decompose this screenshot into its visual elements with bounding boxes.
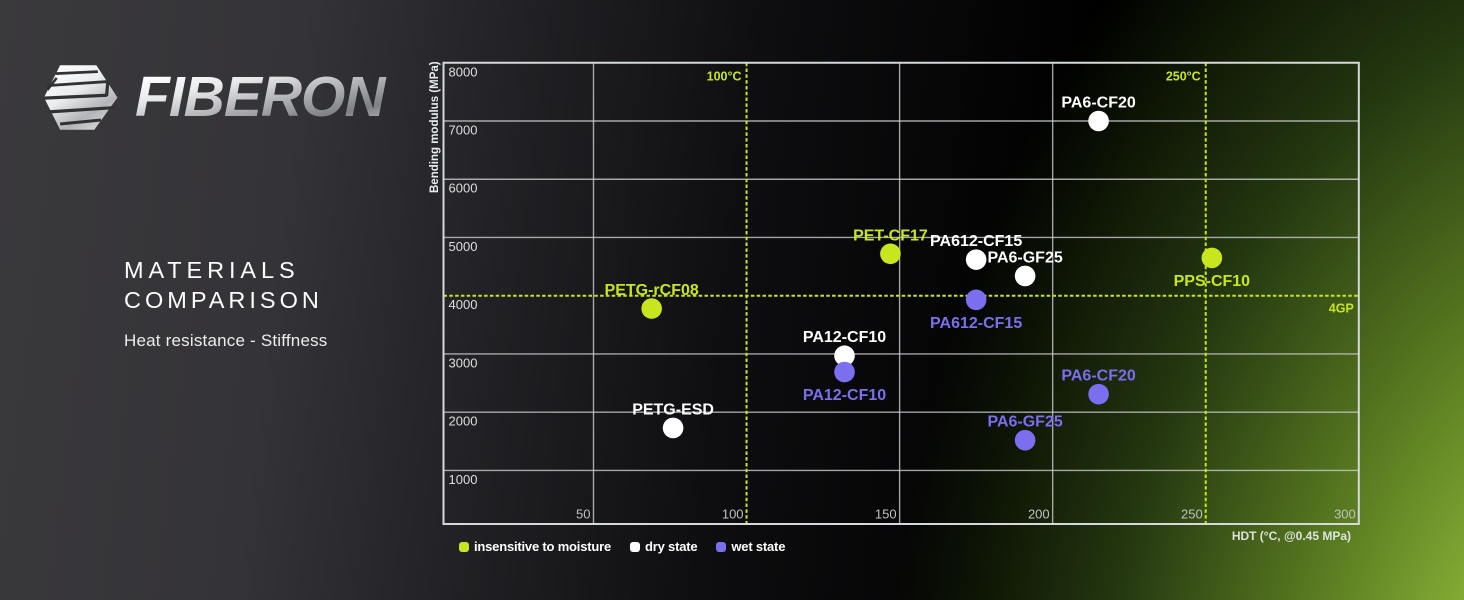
point-pet-cf17-lime [880,243,901,265]
point-label-pa612-cf15-white: PA612-CF15 [930,233,1022,250]
point-pa6-cf20-white [1088,110,1109,132]
page-title-line2: COMPARISON [124,287,323,313]
y-tick-4000: 4000 [449,297,478,312]
page-subtitle: Heat resistance - Stiffness [124,331,328,350]
legend-label-lime: insensitive to moisture [474,539,611,554]
legend-item-violet: wet state [716,539,785,554]
legend-label-violet: wet state [731,539,786,554]
headline: MATERIALS COMPARISON Heat resistance - St… [124,255,328,351]
point-pa6-gf25-white [1014,265,1036,287]
point-pps-cf10-lime [1201,247,1223,269]
x-tick-250: 250 [1181,507,1203,522]
point-label-pa6-cf20-white: PA6-CF20 [1061,94,1135,111]
point-pa612-cf15-white [965,249,987,270]
legend-swatch-white [630,541,640,552]
point-label-pet-cf17-lime: PET-CF17 [853,227,928,244]
point-label-petg-rcf08-lime: PETG-rCF08 [605,282,699,299]
fiberon-logo-icon [44,65,118,130]
point-pa6-cf20-violet [1088,383,1109,405]
point-label-pa612-cf15-violet: PA612-CF15 [930,315,1022,332]
plot-border [442,61,1360,525]
point-pa6-gf25-violet [1014,429,1036,451]
y-axis-title: Bending modulus (MPa) [429,61,441,193]
y-tick-1000: 1000 [449,472,478,487]
y-tick-5000: 5000 [449,239,478,254]
brand-wordmark: FIBERON [135,68,395,126]
legend-label-white: dry state [645,539,698,554]
page-title: MATERIALS COMPARISON [124,255,328,315]
x-tick-150: 150 [875,507,897,522]
ref-label-250c: 250°C [1166,69,1201,83]
point-pa12-cf10-violet [834,361,855,383]
y-tick-7000: 7000 [449,122,478,137]
legend-item-lime: insensitive to moisture [459,539,611,554]
point-petg-rcf08-lime [641,298,662,319]
page-title-line1: MATERIALS [124,257,300,283]
y-tick-6000: 6000 [449,181,478,196]
point-label-pa6-gf25-violet: PA6-GF25 [987,414,1062,431]
ref-label-100c: 100°C [707,69,742,83]
x-tick-100: 100 [722,507,744,522]
legend-swatch-lime [459,541,469,552]
point-label-petg-esd-white: PETG-ESD [632,401,714,418]
x-axis-title: HDT (°C, @0.45 MPa) [1232,529,1351,543]
point-label-pa6-cf20-violet: PA6-CF20 [1061,368,1135,385]
point-label-pa12-cf10-violet: PA12-CF10 [803,387,886,404]
point-pa12-cf10-white [834,345,855,367]
point-petg-esd-white [662,417,684,439]
x-tick-300: 300 [1334,507,1356,522]
ref-label-4gpa: 4GP [1329,302,1354,316]
legend-item-white: dry state [630,539,698,554]
y-tick-2000: 2000 [449,414,478,429]
x-tick-200: 200 [1028,507,1050,522]
point-label-pps-cf10-lime: PPS-CF10 [1174,273,1251,290]
y-tick-8000: 8000 [449,64,478,79]
point-pa612-cf15-violet [965,289,987,311]
y-tick-3000: 3000 [449,355,478,370]
point-label-pa12-cf10-white: PA12-CF10 [803,329,886,346]
x-tick-50: 50 [576,507,590,522]
point-label-pa6-gf25-white: PA6-GF25 [987,249,1062,266]
legend-swatch-violet [716,541,727,552]
chart-legend: insensitive to moisture dry state wet stat… [459,539,785,554]
